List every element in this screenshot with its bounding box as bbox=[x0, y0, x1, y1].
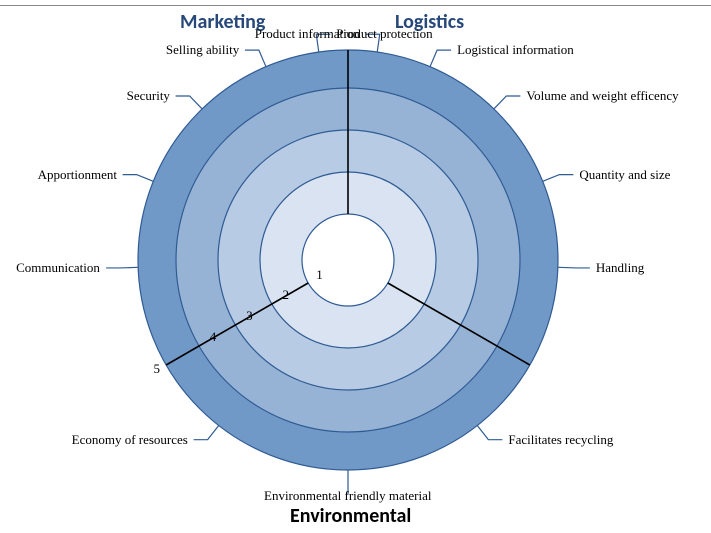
label-quantity-size: Quantity and size bbox=[579, 167, 670, 183]
ring-label-5: 5 bbox=[153, 361, 160, 377]
ring-label-1: 1 bbox=[316, 267, 323, 283]
label-selling-ability: Selling ability bbox=[166, 42, 239, 58]
label-economy-of-resources: Economy of resources bbox=[72, 432, 188, 448]
label-security: Security bbox=[127, 88, 170, 104]
label-env-friendly-material: Environmental friendly material bbox=[264, 488, 432, 504]
ring-label-4: 4 bbox=[210, 329, 217, 345]
category-marketing: Marketing bbox=[180, 10, 265, 34]
label-handling: Handling bbox=[596, 260, 644, 276]
category-environmental: Environmental bbox=[290, 504, 411, 528]
label-logistical-information: Logistical information bbox=[457, 42, 574, 58]
label-apportionment: Apportionment bbox=[38, 167, 117, 183]
ring-label-3: 3 bbox=[246, 308, 253, 324]
ring-label-2: 2 bbox=[283, 287, 290, 303]
label-product-protection: Product protection bbox=[336, 26, 432, 42]
label-volume-weight-efficiency: Volume and weight efficency bbox=[526, 88, 678, 104]
label-communication: Communication bbox=[16, 260, 100, 276]
label-facilitates-recycling: Facilitates recycling bbox=[508, 432, 613, 448]
